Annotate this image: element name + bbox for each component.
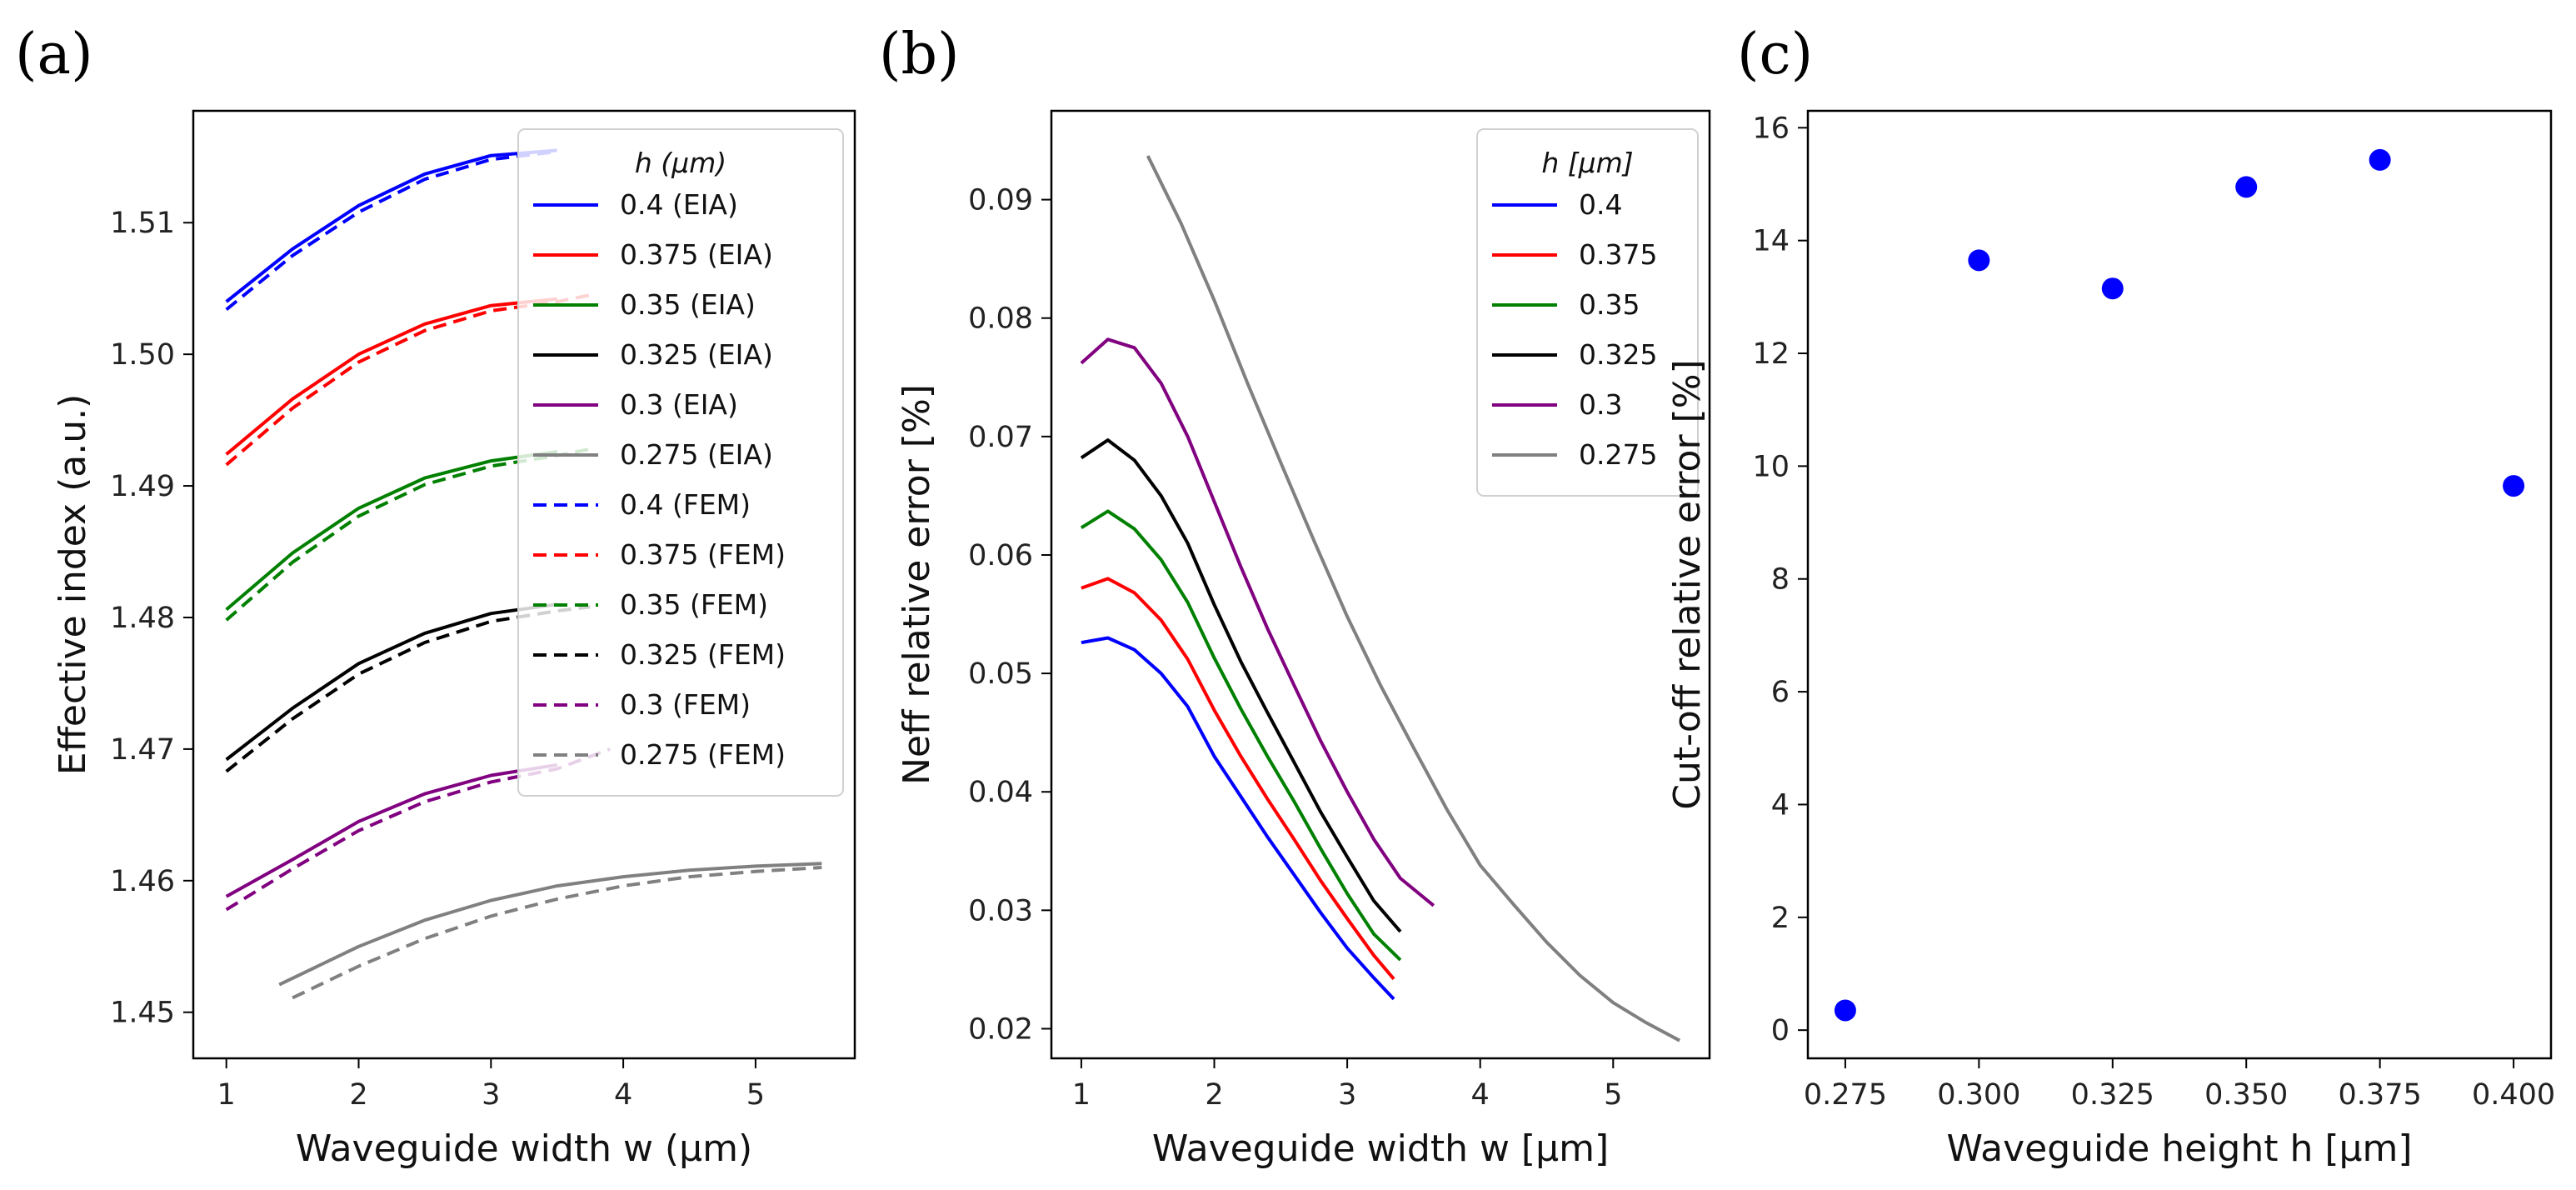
panel-c-y-tick-label: 8 — [1771, 563, 1790, 597]
panel-a-legend-entry: 0.3 (EIA) — [620, 388, 738, 421]
panel-b-legend-entry: 0.4 — [1579, 188, 1622, 221]
panel-b-legend-title: h [μm] — [1541, 147, 1633, 179]
panel-a-y-tick-label: 1.51 — [110, 207, 175, 240]
panel-a-legend-entry: 0.4 (EIA) — [620, 188, 738, 221]
panel-a-y-axis-label: Effective index (a.u.) — [52, 394, 94, 775]
panel-a-legend-entry: 0.35 (EIA) — [620, 288, 756, 321]
panel-a-y-tick-label: 1.48 — [110, 602, 175, 635]
panel-a-series-line — [225, 150, 557, 312]
panel-a-legend-entry: 0.3 (FEM) — [620, 688, 751, 721]
panel-a-legend-entry: 0.35 (FEM) — [620, 588, 768, 621]
panel-b-y-tick-label: 0.08 — [968, 302, 1033, 336]
panel-b-neff-error-chart: 1 2 3 4 5 0.02 0.03 0.04 0.05 0.06 0.07 0.08 0.09 Wav… — [896, 109, 1711, 1170]
panel-a-legend-entry: 0.375 (FEM) — [620, 538, 786, 571]
panel-b-y-axis-label: Neff relative error [%] — [896, 384, 938, 785]
panel-a-legend-entry: 0.375 (EIA) — [620, 238, 773, 271]
panel-a-y-tick-label: 1.45 — [110, 997, 175, 1030]
panel-a-x-tick-label: 1 — [217, 1078, 236, 1112]
panel-a-series-line — [225, 450, 557, 612]
panel-c-data-point — [1968, 249, 1990, 272]
panel-c-x-tick-label: 0.275 — [1804, 1078, 1887, 1112]
panel-c-x-tick-label: 0.300 — [1937, 1078, 2020, 1112]
panel-b-y-tick-label: 0.06 — [968, 539, 1033, 572]
panel-b-series-line — [1080, 509, 1402, 962]
panel-b-x-tick-label: 3 — [1338, 1078, 1356, 1112]
panel-b-x-tick-label: 2 — [1205, 1078, 1223, 1112]
panel-a-series-line — [225, 148, 557, 303]
panel-b-label: (b) — [879, 22, 960, 88]
panel-b-y-tick-label: 0.03 — [968, 894, 1033, 928]
panel-c-y-tick-label: 12 — [1752, 338, 1790, 371]
panel-b-series-line — [1081, 577, 1395, 981]
panel-b-x-axis-label: Waveguide width w [μm] — [1152, 1128, 1609, 1170]
panel-a-legend-entry: 0.275 (FEM) — [620, 738, 786, 771]
panel-c-data-point — [2503, 475, 2525, 498]
panel-c-y-tick-label: 14 — [1752, 225, 1790, 258]
panel-b-series-line — [1146, 155, 1681, 1042]
panel-c-x-tick-label: 0.325 — [2071, 1078, 2154, 1112]
panel-b-series-line — [1081, 636, 1395, 1001]
panel-c-data-point — [2101, 278, 2124, 300]
panel-b-series-line — [1080, 438, 1402, 933]
panel-a-x-tick-label: 5 — [746, 1078, 765, 1112]
panel-a-legend-entry: 0.275 (EIA) — [620, 438, 773, 471]
panel-b-legend-entry: 0.375 — [1579, 238, 1657, 271]
panel-c-y-tick-label: 0 — [1771, 1014, 1790, 1048]
panel-a-legend-title: h (μm) — [635, 147, 726, 179]
panel-a-y-tick-label: 1.49 — [110, 470, 175, 503]
panel-b-legend-entry: 0.3 — [1579, 388, 1622, 421]
panel-c-axes-frame — [1806, 109, 2553, 1060]
panel-a-legend-entry: 0.325 (EIA) — [620, 338, 773, 371]
panel-a-y-tick-label: 1.47 — [110, 733, 175, 767]
panel-b-legend-entry: 0.35 — [1579, 288, 1640, 321]
panel-c-x-axis-label: Waveguide height h [μm] — [1946, 1128, 2412, 1170]
panel-a-legend-entry: 0.325 (FEM) — [620, 638, 786, 671]
panel-a-series-line — [225, 762, 558, 898]
panel-b-y-tick-label: 0.07 — [968, 421, 1033, 454]
panel-c-y-tick-label: 4 — [1771, 788, 1790, 822]
panel-a-effective-index-chart: 1 2 3 4 5 1.45 1.46 1.47 1.48 1.49 1.50 1.51 Wavegui… — [52, 109, 856, 1170]
panel-c-label: (c) — [1737, 22, 1813, 88]
panel-a-axes-frame — [192, 109, 856, 1060]
panel-c-data-point — [2369, 148, 2391, 171]
panel-c-y-tick-label: 2 — [1771, 902, 1790, 935]
panel-b-legend-entry: 0.275 — [1579, 438, 1657, 471]
panel-c-data-point — [1834, 999, 1856, 1022]
panel-a-series-line — [225, 602, 557, 762]
panel-c-x-tick-label: 0.375 — [2339, 1078, 2422, 1112]
panel-b-y-tick-label: 0.04 — [968, 776, 1033, 809]
panel-c-y-axis-label: Cut-off relative error [%] — [1666, 359, 1709, 809]
panel-b-y-tick-label: 0.05 — [968, 658, 1033, 691]
panel-a-legend-entry: 0.4 (FEM) — [620, 488, 751, 521]
panel-c-cutoff-error-chart: 0.275 0.300 0.325 0.350 0.375 0.400 0 2 4 6 8 10 12 1… — [1666, 109, 2555, 1170]
panel-b-y-tick-label: 0.09 — [968, 184, 1033, 218]
panel-b-y-tick-label: 0.02 — [968, 1012, 1033, 1046]
panel-a-label: (a) — [15, 22, 93, 88]
panel-b-x-tick-label: 4 — [1471, 1078, 1490, 1112]
panel-a-legend-box — [517, 128, 844, 797]
panel-a-y-tick-label: 1.50 — [110, 338, 175, 372]
panel-a-x-axis-label: Waveguide width w (μm) — [296, 1128, 752, 1170]
panel-a-series-line — [225, 605, 591, 773]
panel-b-series-line — [1080, 338, 1435, 908]
panel-a-x-tick-label: 2 — [349, 1078, 367, 1112]
panel-c-y-tick-label: 16 — [1752, 112, 1790, 145]
panel-a-x-tick-label: 3 — [482, 1078, 500, 1112]
panel-c-x-tick-label: 0.400 — [2472, 1078, 2555, 1112]
panel-a-x-tick-label: 4 — [614, 1078, 632, 1112]
panel-b-axes-frame — [1050, 109, 1711, 1060]
panel-c-y-tick-label: 6 — [1771, 676, 1790, 709]
panel-a-series-line — [225, 297, 557, 456]
panel-b-x-tick-label: 1 — [1072, 1078, 1091, 1112]
panel-c-y-tick-label: 10 — [1752, 450, 1790, 483]
panel-c-x-tick-label: 0.350 — [2204, 1078, 2288, 1112]
panel-c-data-point — [2235, 176, 2258, 198]
panel-a-y-tick-label: 1.46 — [110, 865, 175, 898]
panel-b-legend-entry: 0.325 — [1579, 338, 1657, 371]
panel-b-x-tick-label: 5 — [1604, 1078, 1622, 1112]
panel-a-series-line — [292, 866, 822, 1000]
panel-a-series-line — [278, 862, 822, 987]
